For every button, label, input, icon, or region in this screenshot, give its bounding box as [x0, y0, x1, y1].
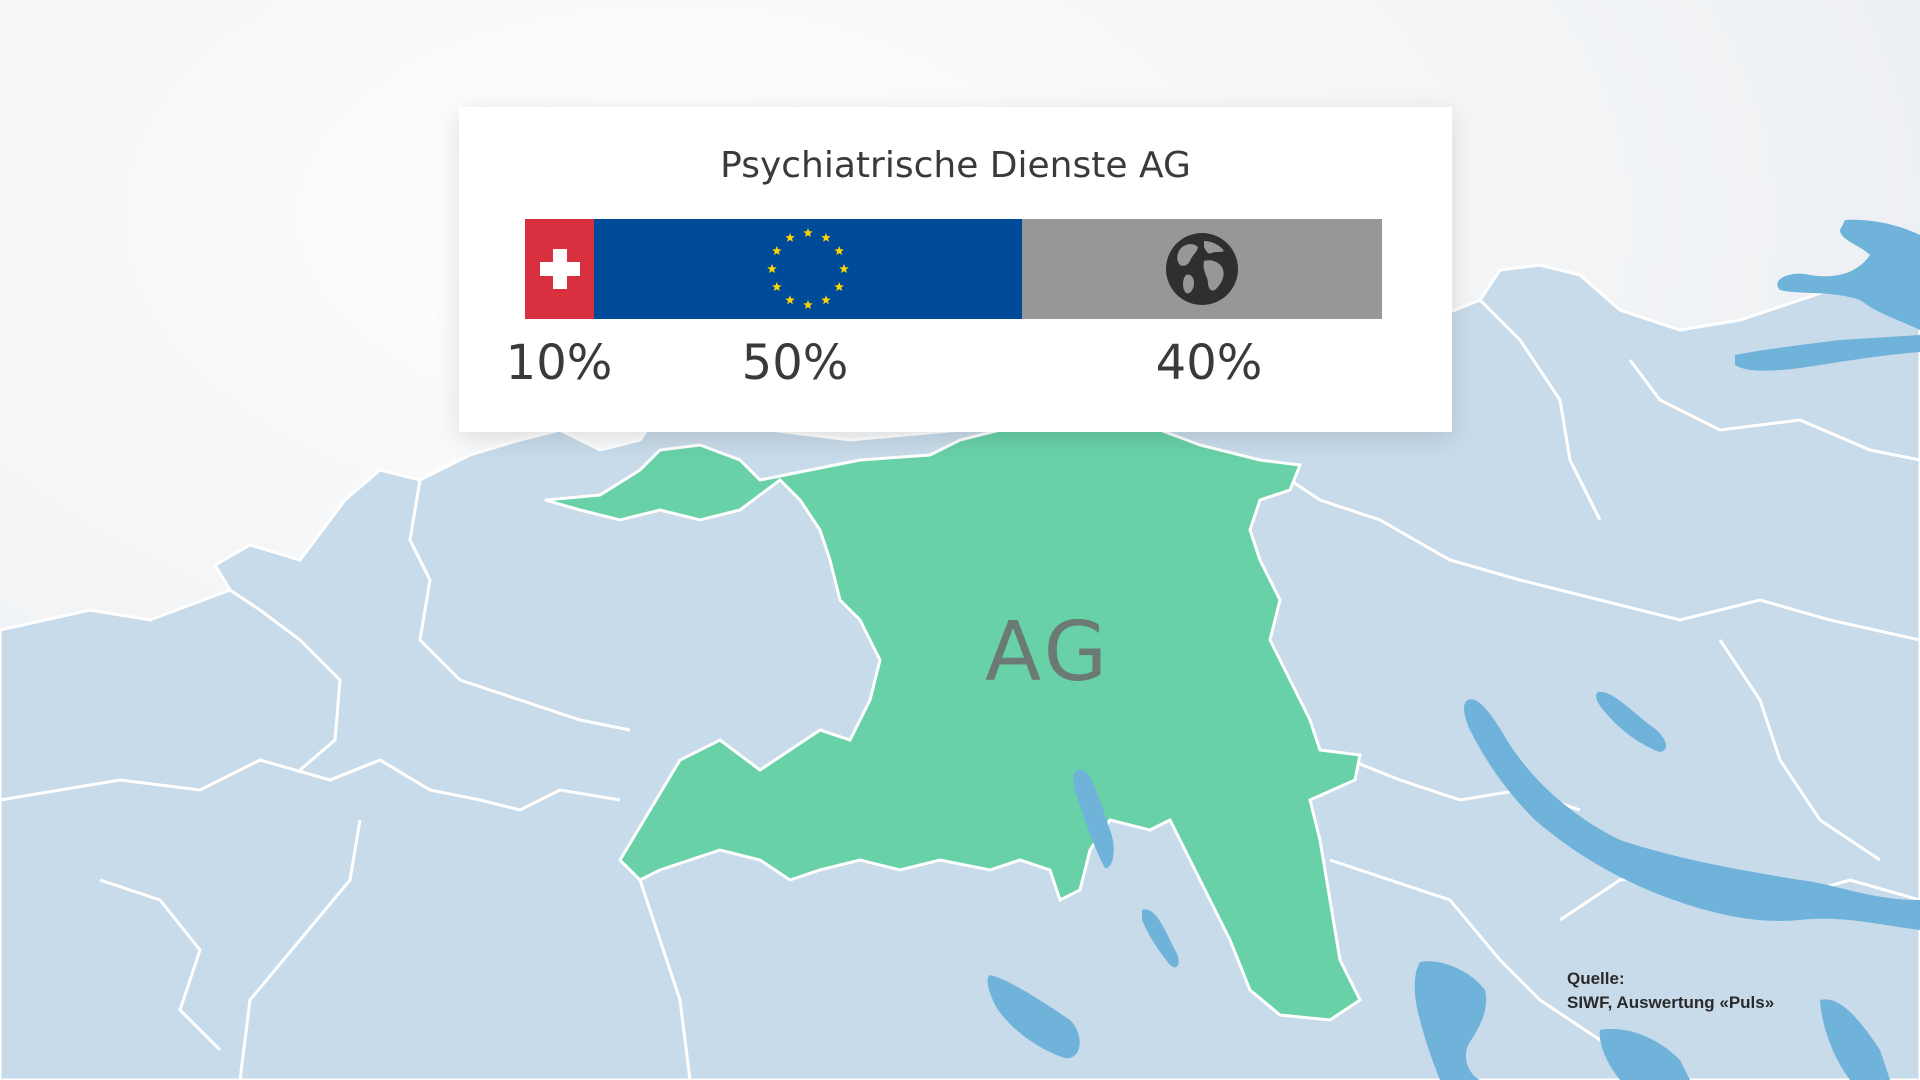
- lake-walen: [1820, 999, 1890, 1080]
- eu-star: [767, 264, 777, 274]
- lake-baldegg: [1142, 909, 1179, 968]
- eu-star: [821, 232, 831, 242]
- lake-constance: [1777, 219, 1920, 330]
- eu-star: [803, 300, 813, 310]
- eu-star: [834, 282, 844, 292]
- bar-segment-world: [1022, 219, 1382, 319]
- eu-star: [834, 246, 844, 256]
- lake-zug: [1414, 961, 1487, 1080]
- canton-label: AG: [985, 605, 1112, 700]
- eu-stars-icon: [767, 228, 849, 310]
- swiss-cross-icon: [539, 249, 580, 289]
- lake-lucerne: [1599, 1029, 1690, 1080]
- percentage-label-world: 40%: [1155, 335, 1263, 391]
- eu-star: [839, 264, 849, 274]
- lake-zurich: [1464, 699, 1920, 930]
- lakes: [987, 219, 1920, 1080]
- lake-hallwil: [1073, 769, 1114, 869]
- lake-upper: [1735, 335, 1920, 371]
- eu-star: [803, 228, 813, 238]
- globe-icon: [1166, 233, 1238, 305]
- card-title: Psychiatrische Dienste AG: [720, 145, 1191, 186]
- percentage-label-eu: 50%: [741, 335, 849, 391]
- eu-star: [821, 295, 831, 305]
- bar-segment-eu: [594, 219, 1022, 319]
- eu-star: [785, 295, 795, 305]
- lake-sempach: [987, 975, 1080, 1059]
- eu-star: [772, 282, 782, 292]
- source-text: SIWF, Auswertung «Puls»: [1567, 993, 1775, 1012]
- source-heading: Quelle:: [1567, 969, 1625, 988]
- eu-star: [785, 232, 795, 242]
- bar-segment-switzerland: [525, 219, 594, 319]
- source-note: Quelle: SIWF, Auswertung «Puls»: [1567, 967, 1774, 1015]
- percentage-label-switzerland: 10%: [505, 335, 613, 391]
- stacked-percentage-bar: [525, 219, 1382, 319]
- origin-breakdown-card: Psychiatrische Dienste AG: [459, 107, 1452, 432]
- lake-greifensee: [1596, 691, 1667, 752]
- eu-star: [772, 246, 782, 256]
